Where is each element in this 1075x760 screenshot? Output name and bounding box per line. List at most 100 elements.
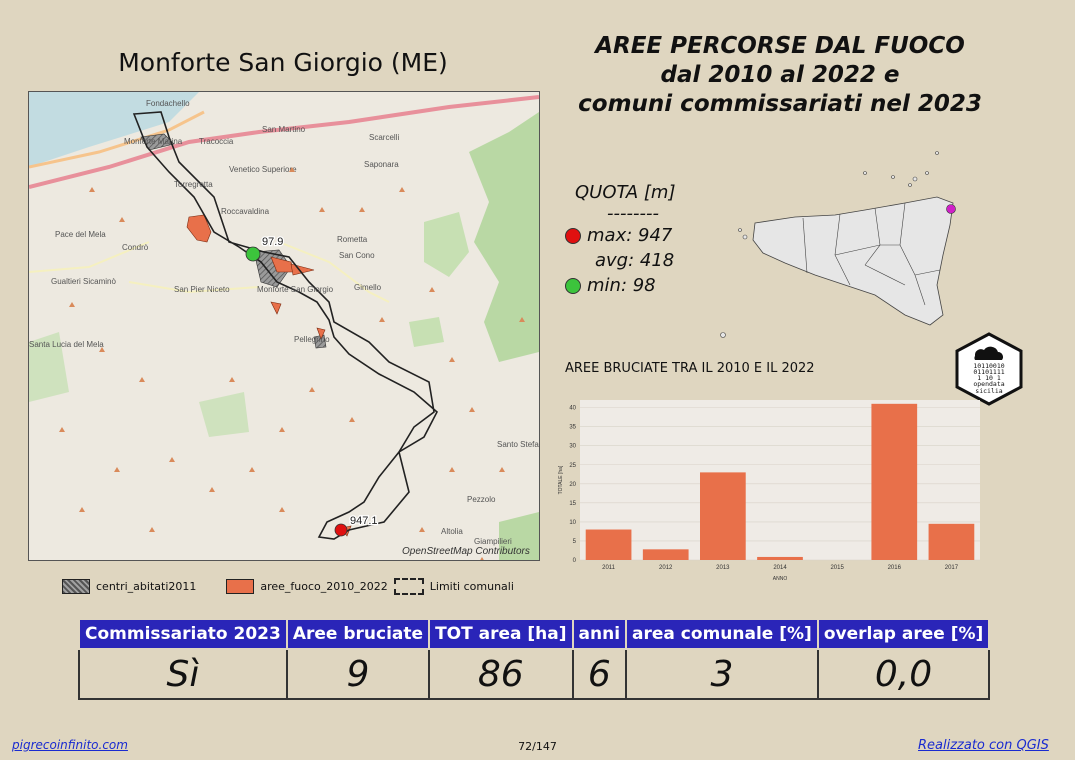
- chart-title: AREE BRUCIATE TRA IL 2010 E IL 2022: [565, 361, 815, 376]
- urban-area: [253, 249, 292, 288]
- altitude-min: min: 98: [587, 275, 656, 296]
- chart-bar-2011: [585, 529, 632, 560]
- cell-overlap: 0,0: [816, 648, 991, 700]
- page-number: 72/147: [518, 740, 557, 753]
- chart-bar-2017: [928, 523, 975, 560]
- place-label: Saponara: [364, 160, 399, 169]
- logo-text: 01101111: [973, 368, 1004, 376]
- place-label: Santo Stefano di Briga: [497, 440, 539, 449]
- place-label: Torregrotta: [174, 180, 213, 189]
- legend-item-urban: centri_abitati2011: [62, 579, 196, 594]
- place-label: San Cono: [339, 251, 375, 260]
- chart-ytick-label: 20: [569, 482, 576, 488]
- max-altitude-label: 947.1: [350, 515, 378, 527]
- logo-text: opendata: [973, 380, 1004, 388]
- chart-plot-area: [580, 400, 980, 560]
- chart-ytick-label: 0: [573, 558, 577, 564]
- place-label: Santa Lucia del Mela: [29, 340, 104, 349]
- summary-table: Commissariato 2023 Aree bruciate TOT are…: [78, 618, 991, 700]
- chart-svg: 2011 2012 2013 2014 2015 2016 2017 0 5 10 15 20 25 3…: [558, 400, 980, 582]
- forest-area: [199, 392, 249, 437]
- chart-bar-2016: [871, 403, 918, 560]
- sicily-outline: [752, 196, 954, 326]
- municipal-boundary: [132, 111, 439, 540]
- chart-xtick-label: 2013: [716, 565, 730, 571]
- logo-text: sicilia: [975, 387, 1002, 395]
- place-label: San Pier Niceto: [174, 285, 230, 294]
- legend-label: Limiti comunali: [429, 580, 514, 593]
- road: [29, 241, 150, 273]
- place-label: Gimello: [354, 283, 382, 292]
- chart-ytick-label: 25: [569, 463, 576, 469]
- min-altitude-marker: [245, 246, 261, 262]
- place-label: Rometta: [337, 235, 368, 244]
- header-aree-bruciate: Aree bruciate: [285, 618, 431, 650]
- header-overlap: overlap aree [%]: [816, 618, 991, 650]
- header-anni: anni: [571, 618, 628, 650]
- logo-text: 1 10 1: [977, 374, 1001, 382]
- min-altitude-label: 97.9: [262, 236, 283, 248]
- comune-title: Monforte San Giorgio (ME): [118, 48, 448, 77]
- cell-tot-area: 86: [428, 648, 574, 700]
- opendata-sicilia-logo: 10110010 01101111 1 10 1 opendata sicili…: [955, 332, 1023, 406]
- main-title: AREE PERCORSE DAL FUOCO dal 2010 al 2022…: [560, 32, 1000, 119]
- chart-ylabel: TOTALE [ha]: [558, 465, 564, 494]
- header-tot-area: TOT area [ha]: [428, 618, 574, 650]
- table-header-row: Commissariato 2023 Aree bruciate TOT are…: [78, 618, 991, 650]
- place-label: Fondachello: [146, 99, 190, 108]
- cell-commissariato: Sì: [78, 648, 288, 700]
- cell-area-comunale: 3: [625, 648, 819, 700]
- cell-anni: 6: [571, 648, 628, 700]
- altitude-max: max: 947: [587, 225, 673, 246]
- chart-xtick-label: 2012: [659, 565, 673, 571]
- legend-item-fire: aree_fuoco_2010_2022: [226, 579, 388, 594]
- map-svg: Fondachello Monforte Marina San Martino …: [29, 92, 539, 560]
- main-title-line-2: dal 2010 al 2022 e: [660, 62, 900, 88]
- chart-ytick-label: 15: [569, 501, 576, 507]
- chart-bar-2013: [700, 472, 746, 560]
- header-area-comunale: area comunale [%]: [625, 618, 819, 650]
- place-label: Roccavaldina: [221, 207, 270, 216]
- header-commissariato: Commissariato 2023: [78, 618, 288, 650]
- table-row: Sì 9 86 6 3 0,0: [78, 648, 991, 700]
- forest-area: [499, 512, 539, 560]
- place-label: Condrò: [122, 243, 149, 252]
- fire-area: [270, 301, 282, 315]
- sea-area: [29, 92, 199, 167]
- burned-area-chart: 2011 2012 2013 2014 2015 2016 2017 0 5 10 15 20 25 3…: [550, 392, 988, 587]
- logo-text: 10110010: [973, 362, 1004, 370]
- chart-bar-2012: [642, 549, 689, 560]
- chart-bar-2014: [757, 556, 803, 560]
- place-label: Giampilieri: [474, 537, 512, 546]
- chart-xtick-label: 2015: [830, 565, 844, 571]
- green-dot-icon: [565, 277, 581, 294]
- place-label: San Martino: [262, 125, 306, 134]
- dashed-boundary-swatch-icon: [393, 578, 424, 595]
- place-label: Pellegrino: [294, 335, 330, 344]
- chart-ytick-label: 10: [569, 520, 576, 526]
- orange-swatch-icon: [226, 579, 255, 594]
- cell-aree-bruciate: 9: [285, 648, 431, 700]
- chart-xlabel: ANNO: [773, 576, 788, 582]
- map-panel[interactable]: Fondachello Monforte Marina San Martino …: [28, 91, 540, 561]
- comune-location-marker: [946, 204, 956, 214]
- forest-area: [29, 332, 69, 402]
- place-label: Scarcelli: [369, 133, 399, 142]
- chart-ytick-label: 30: [569, 444, 576, 450]
- qgis-credit-link[interactable]: Realizzato con QGIS: [918, 738, 1049, 753]
- motorway: [29, 95, 539, 189]
- place-label: Monforte Marina: [124, 137, 183, 146]
- website-link[interactable]: pigrecoinfinito.com: [12, 738, 128, 752]
- place-label: Venetico Superiore: [229, 165, 297, 174]
- chart-ytick-label: 5: [573, 539, 577, 545]
- forest-area: [409, 317, 444, 347]
- main-title-line-1: AREE PERCORSE DAL FUOCO: [595, 33, 965, 59]
- sicily-inset-map: [715, 145, 990, 345]
- forest-area: [424, 212, 469, 277]
- chart-xtick-label: 2016: [888, 565, 902, 571]
- place-label: Monforte San Giorgio: [257, 285, 334, 294]
- altitude-box: QUOTA [m] -------- max: 947 avg: 418 min…: [565, 180, 715, 298]
- altitude-separator: --------: [607, 203, 659, 224]
- map-legend: centri_abitati2011 aree_fuoco_2010_2022 …: [62, 578, 514, 595]
- fire-area: [316, 327, 326, 340]
